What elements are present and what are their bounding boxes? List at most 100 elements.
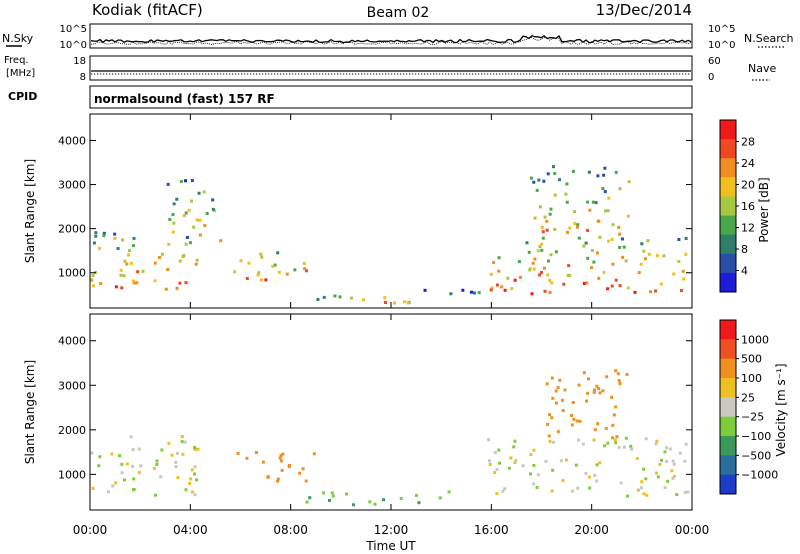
power-cell xyxy=(626,286,630,290)
power-cell xyxy=(655,254,659,258)
velocity-colorbar-tick-label: −500 xyxy=(741,449,771,462)
velocity-ylabel: Slant Range [km] xyxy=(23,360,37,464)
velocity-cell xyxy=(686,490,690,494)
velocity-cell xyxy=(281,452,285,456)
velocity-cell xyxy=(601,389,605,393)
velocity-cell xyxy=(642,492,646,496)
power-cell xyxy=(135,281,139,285)
velocity-cell xyxy=(498,461,502,465)
power-cell xyxy=(603,190,607,194)
velocity-colorbar-frame xyxy=(719,319,737,495)
power-cell xyxy=(182,214,186,218)
power-cell xyxy=(178,281,182,285)
velocity-cell xyxy=(655,471,659,475)
velocity-cell xyxy=(550,416,554,420)
power-cell xyxy=(303,267,307,271)
power-cell xyxy=(160,252,164,256)
velocity-cell xyxy=(625,372,629,376)
power-cell xyxy=(603,166,607,170)
power-panel-frame xyxy=(89,113,693,309)
velocity-cell xyxy=(624,436,628,440)
velocity-cell xyxy=(167,441,171,445)
velocity-cell xyxy=(193,472,197,476)
power-cell xyxy=(469,290,473,294)
velocity-cell xyxy=(181,452,185,456)
velocity-cell xyxy=(513,461,517,465)
velocity-cell xyxy=(176,476,180,480)
power-cell xyxy=(565,200,569,204)
power-colorbar-label: Power [dB] xyxy=(757,177,771,242)
velocity-cell xyxy=(654,442,658,446)
velocity-colorbar-tick-label: −100 xyxy=(741,430,771,443)
velocity-cell xyxy=(331,494,335,498)
power-cell xyxy=(198,218,202,222)
power-cell xyxy=(194,262,198,266)
power-cell xyxy=(618,232,622,236)
velocity-cell xyxy=(663,450,667,454)
velocity-cell xyxy=(90,451,94,455)
power-cell xyxy=(277,270,281,274)
velocity-cell xyxy=(666,479,670,483)
power-cell xyxy=(594,201,598,205)
velocity-cell xyxy=(155,459,159,463)
power-cell xyxy=(125,262,129,266)
velocity-cell xyxy=(548,413,552,417)
power-cell xyxy=(495,283,499,287)
power-cell xyxy=(102,231,106,235)
velocity-cell xyxy=(276,477,280,481)
velocity-cell xyxy=(635,456,639,460)
power-cell xyxy=(172,221,176,225)
velocity-cell xyxy=(193,493,197,497)
power-cell xyxy=(506,276,510,280)
power-cell xyxy=(383,296,387,300)
velocity-cell xyxy=(683,490,687,494)
power-cell xyxy=(582,244,586,248)
velocity-colorbar-tick-label: −25 xyxy=(741,411,764,424)
velocity-cell xyxy=(606,441,610,445)
power-cell xyxy=(622,245,626,249)
power-cell xyxy=(640,242,644,246)
velocity-ytick-label: 3000 xyxy=(58,379,86,392)
power-cell xyxy=(548,290,552,294)
velocity-cell xyxy=(118,454,122,458)
power-cell xyxy=(617,225,621,229)
velocity-cell xyxy=(592,438,596,442)
velocity-cell xyxy=(97,464,101,468)
cpid-value: normalsound (fast) 157 RF xyxy=(94,92,275,106)
velocity-cell xyxy=(399,497,403,501)
x-tick-label: 08:00 xyxy=(273,523,308,537)
velocity-cell xyxy=(660,458,664,462)
velocity-colorbar-swatch xyxy=(720,397,736,418)
power-cell xyxy=(620,237,624,241)
velocity-cell xyxy=(550,489,554,493)
velocity-cell xyxy=(180,440,184,444)
velocity-cell xyxy=(588,486,592,490)
power-cell xyxy=(94,231,98,235)
velocity-cell xyxy=(512,445,516,449)
power-panel: 1000 2000 3000 4000 Slant Range [km] 28 24 20… xyxy=(23,113,771,309)
velocity-cell xyxy=(595,384,599,388)
velocity-cell xyxy=(570,489,574,493)
velocity-cell xyxy=(125,462,129,466)
power-cell xyxy=(590,248,594,252)
power-cell xyxy=(567,264,571,268)
power-cell xyxy=(158,255,162,259)
power-cell xyxy=(646,239,650,243)
power-cell xyxy=(553,227,557,231)
power-cell xyxy=(490,286,494,290)
velocity-cell xyxy=(305,500,309,504)
power-colorbar-tick-label: 4 xyxy=(741,265,748,278)
velocity-cell xyxy=(587,377,591,381)
velocity-cell xyxy=(570,414,574,418)
power-cell xyxy=(168,217,172,221)
power-cell xyxy=(649,290,653,294)
power-cell xyxy=(543,215,547,219)
velocity-cell xyxy=(532,448,536,452)
power-cell xyxy=(590,266,594,270)
power-cell xyxy=(119,268,123,272)
velocity-cell xyxy=(301,467,305,471)
velocity-colorbar-swatch xyxy=(720,455,736,476)
power-cell xyxy=(558,178,562,182)
velocity-cell xyxy=(545,382,549,386)
power-cell xyxy=(591,200,595,204)
